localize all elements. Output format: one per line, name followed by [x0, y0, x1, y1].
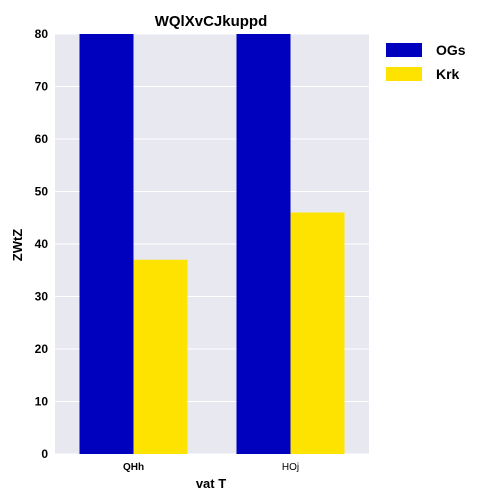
y-tick-label: 30: [35, 290, 49, 304]
x-axis-label: vat T: [196, 476, 226, 491]
bar-krk-hoj: [290, 212, 345, 454]
y-axis-ticks: 0 10 20 30 40 50 60 70 80: [35, 27, 49, 461]
y-tick-label: 20: [35, 342, 49, 356]
y-axis-label: ZWtZ: [10, 229, 25, 262]
x-axis-ticks: QHh HOj: [123, 462, 299, 473]
y-tick-label: 40: [35, 237, 49, 251]
y-tick-label: 80: [35, 27, 49, 41]
y-tick-label: 50: [35, 185, 49, 199]
y-tick-label: 0: [41, 447, 48, 461]
legend-swatch: [386, 43, 422, 57]
y-tick-label: 70: [35, 80, 49, 94]
bars: [79, 34, 345, 454]
legend-label: OGs: [436, 42, 466, 58]
x-tick-label: QHh: [123, 462, 144, 473]
y-tick-label: 60: [35, 132, 49, 146]
bar-ogs-hoj: [236, 34, 291, 454]
bar-krk-qhh: [133, 259, 188, 454]
legend-label: Krk: [436, 66, 460, 82]
x-tick-label: HOj: [282, 462, 299, 473]
y-tick-label: 10: [35, 395, 49, 409]
chart-title: WQlXvCJkuppd: [155, 13, 268, 30]
legend-swatch: [386, 67, 422, 81]
bar-ogs-qhh: [79, 34, 134, 454]
legend: OGs Krk: [386, 42, 466, 82]
